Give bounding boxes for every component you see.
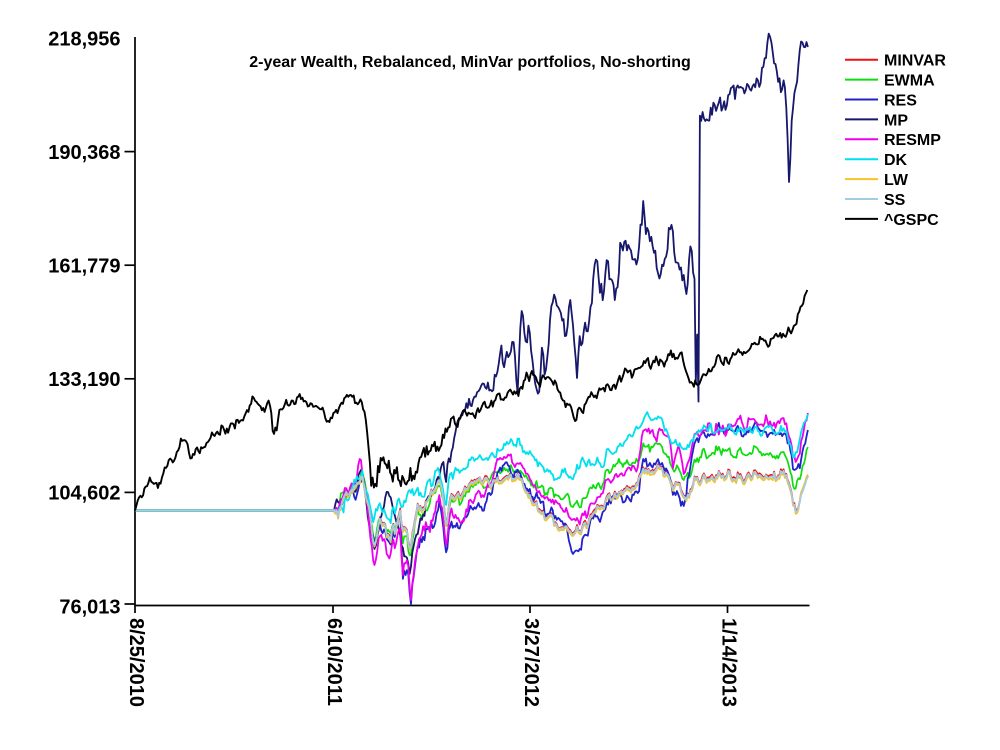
svg-text:218,956: 218,956 <box>48 28 120 50</box>
svg-text:SS: SS <box>884 192 906 209</box>
svg-text:RESMP: RESMP <box>884 132 941 149</box>
svg-text:8/25/2010: 8/25/2010 <box>125 618 147 707</box>
svg-text:190,368: 190,368 <box>48 142 120 164</box>
svg-text:MP: MP <box>884 112 908 129</box>
svg-text:161,779: 161,779 <box>48 256 120 278</box>
svg-text:3/27/2012: 3/27/2012 <box>520 618 542 707</box>
svg-text:MINVAR: MINVAR <box>884 53 946 70</box>
svg-text:1/14/2013: 1/14/2013 <box>717 618 739 707</box>
svg-text:6/10/2011: 6/10/2011 <box>323 618 345 706</box>
svg-text:LW: LW <box>884 172 909 189</box>
svg-text:104,602: 104,602 <box>48 483 120 505</box>
svg-text:^GSPC: ^GSPC <box>884 212 939 229</box>
svg-text:76,013: 76,013 <box>59 596 120 618</box>
svg-text:EWMA: EWMA <box>884 73 935 90</box>
svg-text:2-year Wealth, Rebalanced, Min: 2-year Wealth, Rebalanced, MinVar portfo… <box>249 54 691 71</box>
svg-text:DK: DK <box>884 152 908 169</box>
svg-text:133,190: 133,190 <box>48 369 120 391</box>
svg-text:RES: RES <box>884 92 917 109</box>
